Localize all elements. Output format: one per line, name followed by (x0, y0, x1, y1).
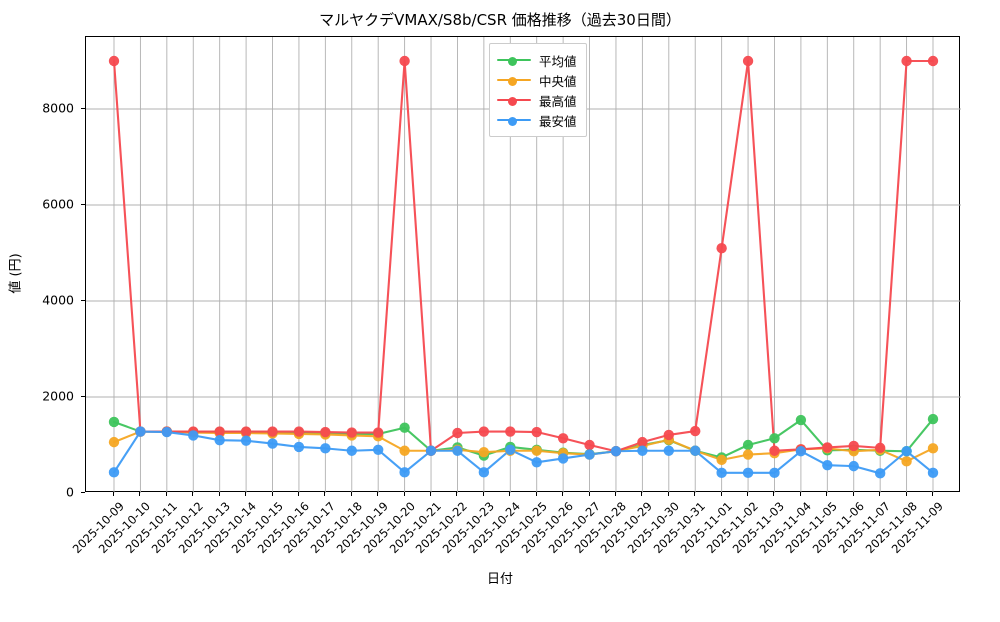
x-axis-tick-mark (562, 492, 564, 496)
x-axis-tick-mark (509, 492, 511, 496)
x-axis-tick-mark (588, 492, 590, 496)
x-axis-tick-mark (614, 492, 616, 496)
x-axis-tick-mark (192, 492, 194, 496)
y-axis-tick-label: 6000 (42, 196, 74, 212)
x-axis-tick-mark (879, 492, 881, 496)
legend-label: 最安値 (539, 113, 577, 129)
plot-area (85, 36, 961, 493)
legend-label: 平均値 (539, 53, 577, 69)
y-axis-tick-mark (81, 396, 85, 397)
x-axis-tick-mark (165, 492, 167, 496)
x-axis-tick-mark (218, 492, 220, 496)
legend-marker-icon (497, 113, 531, 127)
x-axis-tick-mark (905, 492, 907, 496)
legend-marker-icon (497, 73, 531, 87)
y-axis-tick-label: 8000 (42, 100, 74, 116)
y-axis-tick-mark (81, 492, 85, 493)
x-axis-label: 日付 (486, 572, 513, 587)
legend-label: 中央値 (539, 73, 577, 89)
legend-item[interactable]: 平均値 (497, 50, 577, 70)
legend-item[interactable]: 中央値 (497, 70, 577, 90)
x-axis-tick-mark (667, 492, 669, 496)
x-axis-tick-mark (482, 492, 484, 496)
x-axis-tick-mark (430, 492, 432, 496)
y-axis-tick-label: 2000 (42, 388, 74, 404)
y-axis-tick-label: 4000 (42, 292, 74, 308)
x-axis-tick-mark (799, 492, 801, 496)
chart-legend: 平均値中央値最高値最安値 (489, 43, 587, 137)
x-axis-tick-mark (694, 492, 696, 496)
x-axis-tick-mark (852, 492, 854, 496)
y-axis-tick-mark (81, 204, 85, 205)
x-axis-tick-mark (720, 492, 722, 496)
legend-marker-icon (497, 93, 531, 107)
x-axis-tick-mark (113, 492, 114, 496)
x-axis-tick-mark (773, 492, 775, 496)
x-axis-tick-mark (245, 492, 247, 496)
chart-figure: マルヤクデVMAX/S8b/CSR 価格推移（過去30日間） 値 (円) 日付 … (8, 11, 961, 587)
legend-marker-icon (497, 53, 531, 67)
x-axis-tick-mark (377, 492, 379, 496)
x-axis-tick-mark (535, 492, 537, 496)
chart-title: マルヤクデVMAX/S8b/CSR 価格推移（過去30日間） (319, 11, 681, 29)
y-axis-tick-mark (81, 108, 85, 109)
x-axis-tick-mark (747, 492, 749, 496)
y-axis-tick-label: 0 (66, 484, 74, 500)
x-axis-tick-mark (641, 492, 643, 496)
x-axis-tick-mark (826, 492, 828, 496)
y-axis-tick-mark (81, 300, 85, 301)
x-axis-tick-mark (932, 492, 933, 496)
x-axis-tick-mark (297, 492, 299, 496)
y-axis-label: 値 (円) (8, 253, 24, 294)
x-axis-tick-mark (324, 492, 326, 496)
x-axis-tick-mark (271, 492, 273, 496)
x-axis-tick-mark (350, 492, 352, 496)
x-axis-tick-mark (139, 492, 141, 496)
x-axis-tick-mark (403, 492, 405, 496)
legend-item[interactable]: 最安値 (497, 110, 577, 130)
chart-canvas (86, 37, 961, 493)
legend-item[interactable]: 最高値 (497, 90, 577, 110)
legend-label: 最高値 (539, 93, 577, 109)
x-axis-tick-mark (456, 492, 458, 496)
